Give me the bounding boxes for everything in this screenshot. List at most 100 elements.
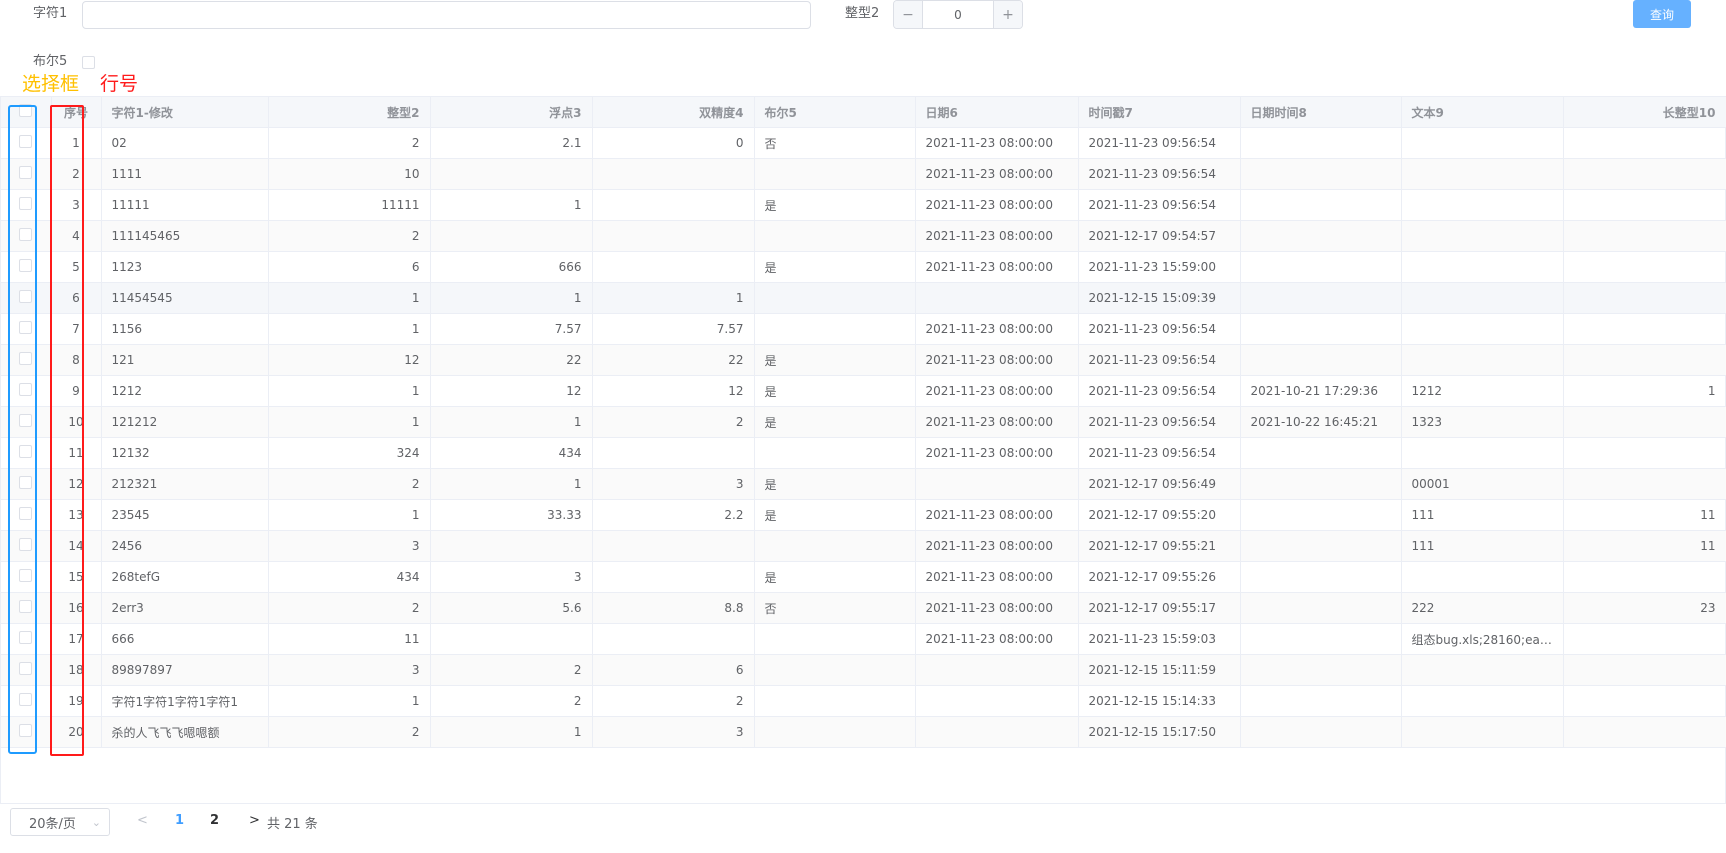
table-cell: 3 <box>592 716 755 748</box>
table-row[interactable]: 4 111145465 2 2021-11-23 08:00:00 2021-12-17… <box>1 220 1726 252</box>
table-cell <box>915 468 1079 500</box>
row-checkbox[interactable] <box>19 631 33 644</box>
table-cell: 1156 <box>101 313 269 345</box>
page-1[interactable]: 1 <box>175 813 185 828</box>
table-cell: 2021-11-23 08:00:00 <box>915 127 1079 159</box>
table-cell <box>592 530 755 562</box>
table-cell: 是 <box>754 499 916 531</box>
table-cell: 2021-11-23 09:56:54 <box>1078 189 1241 221</box>
table-cell: 11 <box>1563 530 1726 562</box>
row-checkbox[interactable] <box>19 383 33 396</box>
column-header[interactable]: 文本9 <box>1401 96 1564 128</box>
table-cell <box>1240 623 1402 655</box>
row-checkbox[interactable] <box>19 507 33 520</box>
row-checkbox[interactable] <box>19 414 33 427</box>
table-cell: 2021-11-23 08:00:00 <box>915 344 1079 376</box>
table-row[interactable]: 8 121 12 22 22 是 2021-11-23 08:00:00 2021-11-23… <box>1 344 1726 376</box>
row-checkbox[interactable] <box>19 662 33 675</box>
table-cell: 2021-11-23 08:00:00 <box>915 375 1079 407</box>
prev-page-icon[interactable]: < <box>137 813 148 828</box>
table-row[interactable]: 13 23545 1 33.33 2.2 是 2021-11-23 08:00:00 2021… <box>1 499 1726 531</box>
table-cell <box>1563 251 1726 283</box>
column-header[interactable]: 序号 <box>51 96 102 128</box>
decrement-button[interactable]: − <box>894 1 922 28</box>
table-cell: 2021-11-23 08:00:00 <box>915 220 1079 252</box>
field2-label: 整型2 <box>845 6 880 21</box>
table-row[interactable]: 11 12132 324 434 2021-11-23 08:00:00 2021-11-… <box>1 437 1726 469</box>
column-header[interactable]: 日期6 <box>915 96 1079 128</box>
row-checkbox[interactable] <box>19 290 33 303</box>
page-size-select[interactable]: 20条/页 ⌄ <box>10 808 110 836</box>
table-row[interactable]: 6 11454545 1 1 1 2021-12-15 15:09:39 <box>1 282 1726 314</box>
increment-button[interactable]: + <box>994 1 1022 28</box>
table-cell: 11 <box>268 623 431 655</box>
table-row[interactable]: 19 字符1字符1字符1字符1 1 2 2 2021-12-15 15:14:33 <box>1 685 1726 717</box>
row-checkbox[interactable] <box>19 693 33 706</box>
table-cell: 字符1字符1字符1字符1 <box>101 685 269 717</box>
next-page-icon[interactable]: > <box>249 813 260 828</box>
table-row[interactable]: 20 杀的人飞飞飞嗯嗯额 2 1 3 2021-12-15 15:17:50 <box>1 716 1726 748</box>
select-all-checkbox[interactable] <box>19 104 33 117</box>
field1-label: 字符1 <box>33 6 68 21</box>
table-cell: 222 <box>1401 592 1564 624</box>
table-row[interactable]: 14 2456 3 2021-11-23 08:00:00 2021-12-17 09:… <box>1 530 1726 562</box>
row-checkbox[interactable] <box>19 476 33 489</box>
table-row[interactable]: 12 212321 2 1 3 是 2021-12-17 09:56:49 00001 <box>1 468 1726 500</box>
page-2[interactable]: 2 <box>210 813 220 828</box>
field5-checkbox[interactable] <box>82 56 95 69</box>
column-header[interactable]: 双精度4 <box>592 96 755 128</box>
row-number: 10 <box>51 406 102 438</box>
column-header[interactable]: 字符1-修改 <box>101 96 269 128</box>
table-row[interactable]: 10 121212 1 1 2 是 2021-11-23 08:00:00 2021-11-2… <box>1 406 1726 438</box>
field2-stepper[interactable]: − 0 + <box>893 0 1023 29</box>
table-cell: 1212 <box>101 375 269 407</box>
table-row[interactable]: 18 89897897 3 2 6 2021-12-15 15:11:59 <box>1 654 1726 686</box>
table-row[interactable]: 2 1111 10 2021-11-23 08:00:00 2021-11-23 09:… <box>1 158 1726 190</box>
pagination: 20条/页 ⌄ < 1 2 > 共 21 条 <box>0 808 1726 838</box>
column-header[interactable]: 日期时间8 <box>1240 96 1402 128</box>
column-header[interactable]: 时间戳7 <box>1078 96 1241 128</box>
column-header[interactable]: 布尔5 <box>754 96 916 128</box>
row-checkbox[interactable] <box>19 228 33 241</box>
query-button[interactable]: 查询 <box>1633 0 1691 28</box>
row-checkbox[interactable] <box>19 538 33 551</box>
column-header[interactable]: 整型2 <box>268 96 431 128</box>
table-cell: 2021-11-23 15:59:03 <box>1078 623 1241 655</box>
table-cell <box>754 623 916 655</box>
table-row[interactable]: 1 02 2 2.1 0 否 2021-11-23 08:00:00 2021-11-23 0… <box>1 127 1726 159</box>
column-header[interactable]: 长整型10 <box>1563 96 1726 128</box>
row-checkbox[interactable] <box>19 600 33 613</box>
table-row[interactable]: 7 1156 1 7.57 7.57 2021-11-23 08:00:00 2021-11… <box>1 313 1726 345</box>
row-checkbox[interactable] <box>19 352 33 365</box>
row-checkbox[interactable] <box>19 166 33 179</box>
table-cell: 2021-12-17 09:56:49 <box>1078 468 1241 500</box>
field2-value[interactable]: 0 <box>922 1 994 28</box>
table-cell: 11111 <box>101 189 269 221</box>
row-checkbox[interactable] <box>19 135 33 148</box>
field1-input[interactable] <box>82 1 811 29</box>
table-row[interactable]: 16 2err3 2 5.6 8.8 否 2021-11-23 08:00:00 2021-1… <box>1 592 1726 624</box>
table-cell: 2021-12-17 09:55:17 <box>1078 592 1241 624</box>
column-header[interactable]: 浮点3 <box>430 96 593 128</box>
row-checkbox[interactable] <box>19 321 33 334</box>
checkbox-column-highlight <box>8 105 37 754</box>
table-cell: 2.2 <box>592 499 755 531</box>
table-row[interactable]: 3 11111 11111 1 是 2021-11-23 08:00:00 2021-11-… <box>1 189 1726 221</box>
table-cell: 2021-11-23 09:56:54 <box>1078 313 1241 345</box>
row-checkbox[interactable] <box>19 259 33 272</box>
table-cell: 2021-11-23 09:56:54 <box>1078 375 1241 407</box>
row-checkbox[interactable] <box>19 569 33 582</box>
row-checkbox[interactable] <box>19 197 33 210</box>
table-cell <box>1401 654 1564 686</box>
table-cell <box>1240 282 1402 314</box>
row-checkbox[interactable] <box>19 445 33 458</box>
table-cell: 212321 <box>101 468 269 500</box>
table-cell <box>1401 127 1564 159</box>
table-cell <box>1563 282 1726 314</box>
table-row[interactable]: 17 666 11 2021-11-23 08:00:00 2021-11-23 15:… <box>1 623 1726 655</box>
table-row[interactable]: 15 268tefG 434 3 是 2021-11-23 08:00:00 2021-12… <box>1 561 1726 593</box>
table-cell: 2021-11-23 09:56:54 <box>1078 344 1241 376</box>
table-row[interactable]: 5 1123 6 666 是 2021-11-23 08:00:00 2021-11-23 … <box>1 251 1726 283</box>
row-checkbox[interactable] <box>19 724 33 737</box>
table-row[interactable]: 9 1212 1 12 12 是 2021-11-23 08:00:00 2021-11-23… <box>1 375 1726 407</box>
